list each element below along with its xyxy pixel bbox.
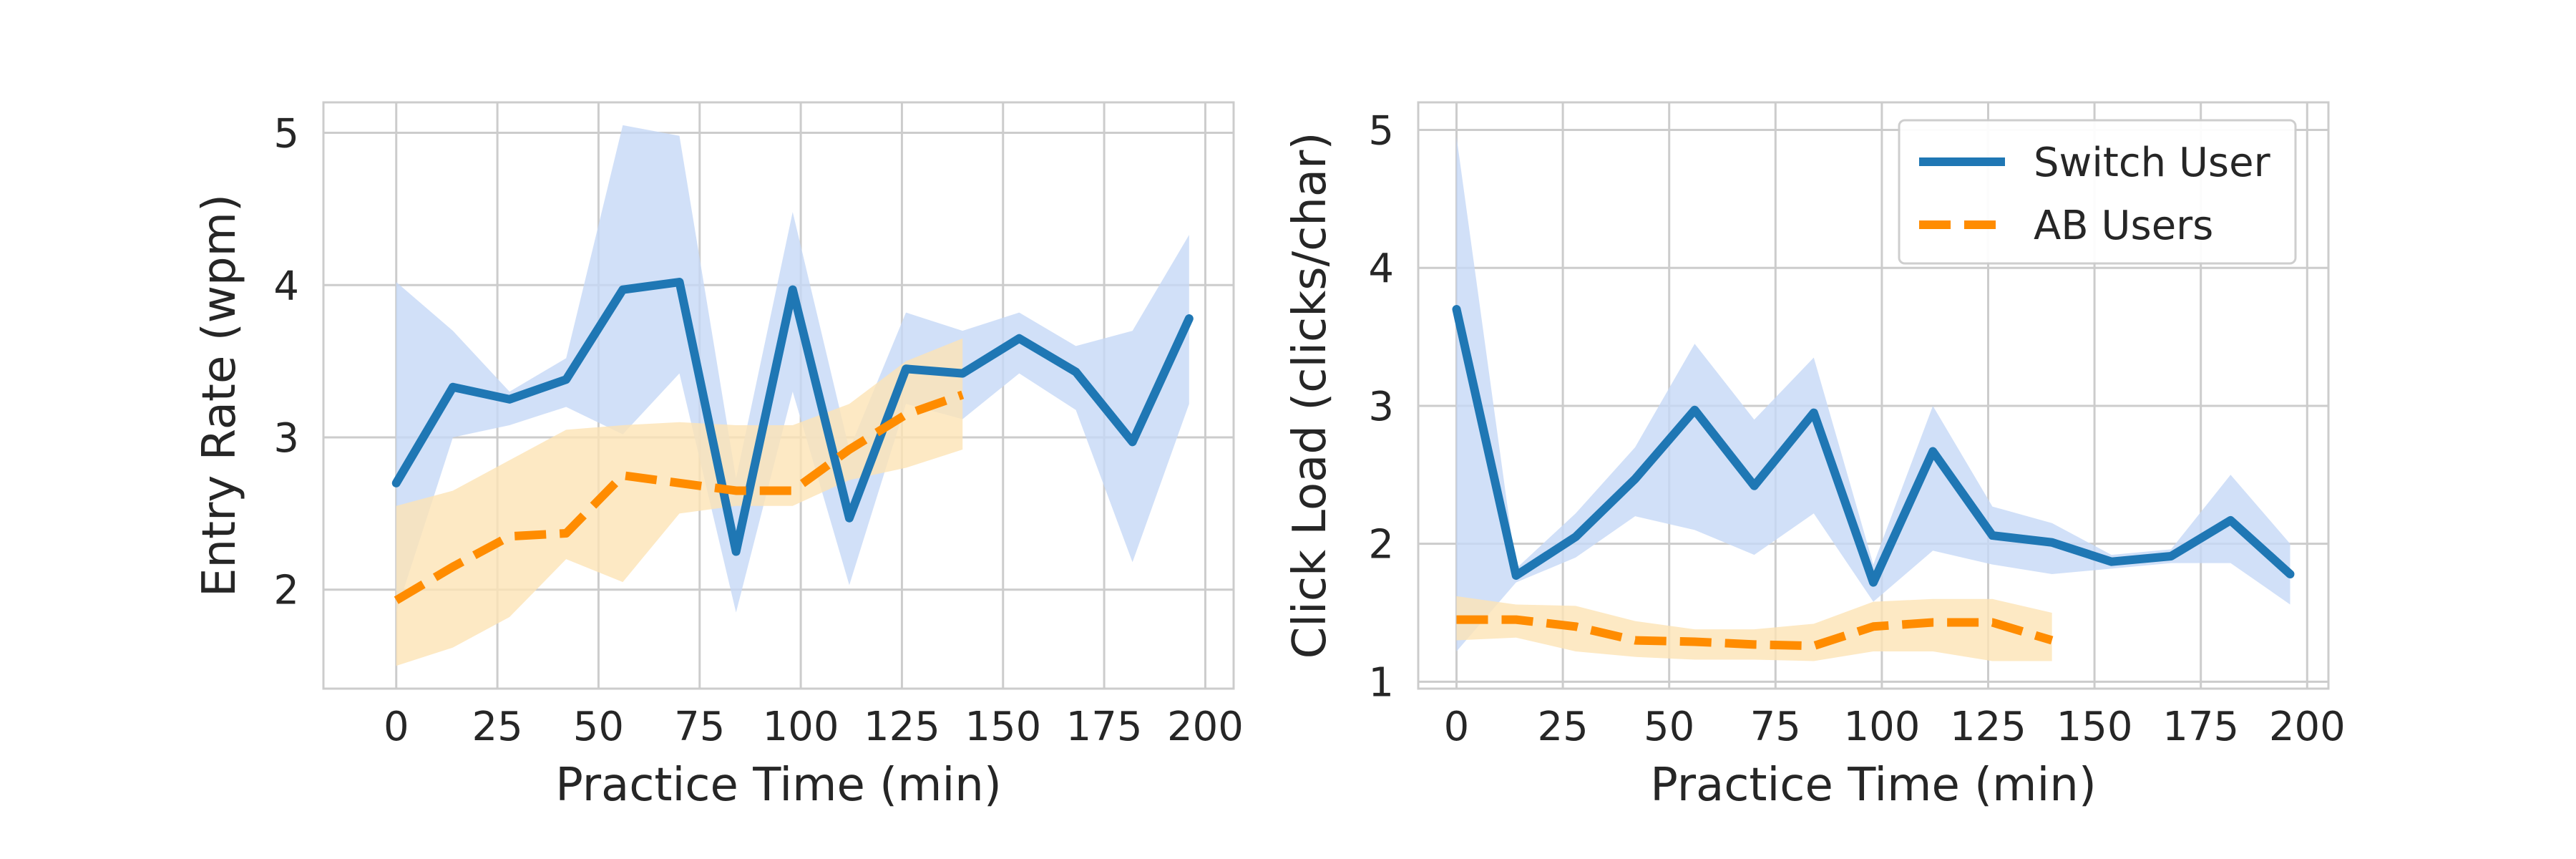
x-tick-label: 0 <box>384 704 409 750</box>
x-axis-label: Practice Time (min) <box>555 759 1002 812</box>
x-tick-label: 200 <box>2269 704 2346 750</box>
x-tick-label: 150 <box>965 704 1041 750</box>
series-line-switch-user <box>1452 305 2295 587</box>
confidence-band-switch-user <box>396 125 1189 613</box>
x-tick-label: 100 <box>1843 704 1920 750</box>
x-tick-label: 150 <box>2057 704 2133 750</box>
x-tick-label: 25 <box>472 704 522 750</box>
x-tick-label: 125 <box>864 704 940 750</box>
y-tick-label: 1 <box>1368 659 1394 706</box>
y-axis-label: Click Load (clicks/char) <box>1284 132 1337 659</box>
x-tick-label: 75 <box>674 704 725 750</box>
x-tick-label: 175 <box>2162 704 2239 750</box>
y-tick-label: 3 <box>1368 384 1394 430</box>
y-tick-label: 3 <box>273 415 299 462</box>
legend-label-ab-users: AB Users <box>2034 203 2213 249</box>
x-tick-label: 100 <box>763 704 839 750</box>
legend: Switch User AB Users <box>1898 119 2297 265</box>
x-tick-label: 175 <box>1066 704 1143 750</box>
legend-label-switch-user: Switch User <box>2034 140 2271 186</box>
x-tick-label: 75 <box>1750 704 1801 750</box>
y-tick-label: 4 <box>273 263 299 309</box>
y-tick-label: 5 <box>1368 108 1394 155</box>
y-tick-label: 5 <box>273 111 299 157</box>
y-tick-label: 2 <box>273 568 299 614</box>
legend-box <box>1898 119 2297 265</box>
x-tick-label: 200 <box>1167 704 1244 750</box>
confidence-band-switch-user <box>1456 137 2290 651</box>
series-line-ab-users <box>1456 615 2054 651</box>
y-tick-label: 4 <box>1368 246 1394 292</box>
chart-panel-1: 0 25 50 75 100 125 150 175 200 2 3 4 5 Practice Time … <box>193 101 1244 812</box>
series-line-ab-users <box>394 390 965 604</box>
y-axis-label: Entry Rate (wpm) <box>193 194 246 597</box>
y-tick-label: 2 <box>1368 522 1394 568</box>
x-tick-label: 0 <box>1444 704 1470 750</box>
chart-panel-2: 0 25 50 75 100 125 150 175 200 1 2 3 4 5 Practice Time… <box>1284 101 2346 812</box>
x-tick-label: 25 <box>1537 704 1588 750</box>
confidence-band-ab-users <box>1456 596 2052 661</box>
x-tick-label: 50 <box>573 704 624 750</box>
series-line-switch-user <box>391 278 1194 556</box>
x-tick-label: 50 <box>1644 704 1694 750</box>
x-axis-label: Practice Time (min) <box>1650 759 2097 812</box>
x-tick-label: 125 <box>1950 704 2026 750</box>
